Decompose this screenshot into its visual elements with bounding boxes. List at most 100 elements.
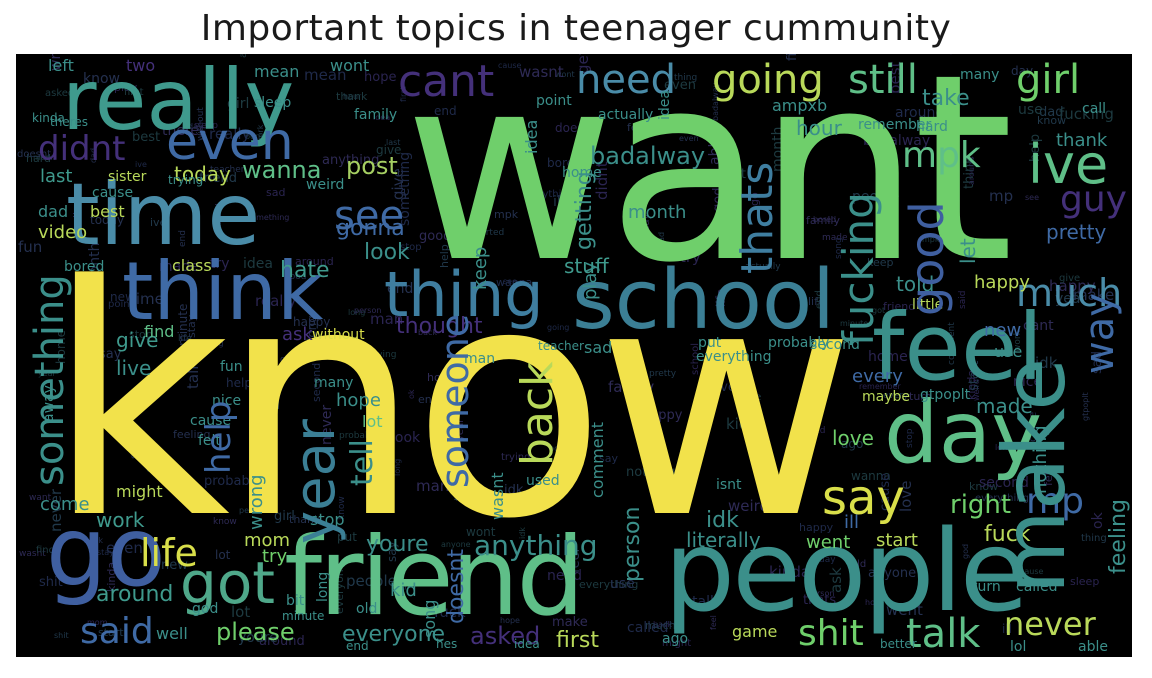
word-family: bored: [64, 259, 105, 275]
word-idk: idk: [706, 508, 739, 533]
word-put: keep: [470, 246, 491, 290]
word-talk: talk: [906, 611, 981, 657]
word-even: even: [166, 112, 294, 172]
word-left: mean: [254, 62, 300, 81]
word-maybe: maybe: [862, 389, 911, 405]
filler-word: lot: [215, 548, 231, 562]
word-away: gtpoplt: [920, 387, 971, 403]
word-hes: able: [1078, 639, 1108, 655]
word-youre: youre: [366, 532, 429, 557]
filler-word: new: [110, 290, 135, 304]
filler-word: anyone: [441, 540, 471, 549]
filler-word: want: [29, 493, 52, 503]
word-doesnt: doesnt: [444, 549, 469, 624]
word-life: life: [140, 531, 198, 575]
word-wrong: trying: [168, 173, 204, 187]
word-old: isnt: [716, 477, 742, 493]
word-sleep: home: [562, 165, 602, 181]
word-person: person: [620, 506, 645, 582]
filler-word: hour: [343, 92, 362, 101]
filler-word: wont: [555, 70, 575, 79]
filler-word: doesnt: [555, 121, 596, 135]
word-day: day: [884, 383, 1043, 483]
filler-word: second: [295, 346, 324, 355]
filler-word: ill: [553, 194, 565, 210]
filler-word: give: [1059, 273, 1081, 284]
word-much: much: [1016, 271, 1123, 315]
word-say: say: [822, 470, 905, 526]
word-last: last: [40, 166, 73, 187]
word-bored: teacher: [538, 339, 584, 353]
word-still: still: [848, 57, 918, 103]
filler-word: pretty: [649, 369, 677, 379]
filler-word: look: [391, 430, 421, 446]
filler-word: know: [1037, 114, 1067, 127]
word-come: video: [38, 222, 88, 243]
filler-word: minute: [840, 319, 869, 328]
filler-word: new: [161, 558, 188, 573]
word-take: take: [922, 86, 970, 111]
filler-word: weird: [728, 497, 770, 515]
word-thats: thats: [732, 161, 783, 274]
filler-word: happy: [1049, 277, 1096, 295]
word-asked: try: [262, 546, 288, 567]
word-song: used: [526, 473, 560, 489]
word-home: everything: [696, 349, 772, 365]
word-lot: hope: [336, 390, 381, 411]
filler-word: asked: [45, 88, 75, 99]
word-made: made: [976, 394, 1033, 418]
filler-word: every: [883, 391, 909, 401]
word-cant: cant: [398, 56, 495, 107]
filler-word: trying: [501, 452, 531, 463]
filler-word: wasnt: [19, 549, 46, 559]
filler-word: cause: [498, 61, 522, 70]
filler-word: even: [679, 134, 699, 143]
filler-word: play: [114, 81, 138, 94]
filler-word: thing: [1081, 533, 1107, 544]
word-feel: feel: [872, 294, 1044, 401]
filler-word: mp: [989, 187, 1014, 205]
filler-word: even: [664, 78, 696, 93]
word-shit: shit: [798, 613, 864, 654]
filler-word: wasnt: [519, 63, 564, 81]
word-good: good: [900, 201, 954, 316]
filler-word: called: [627, 620, 669, 636]
filler-word: really: [209, 125, 251, 143]
filler-word: friend: [199, 171, 238, 186]
word-tell: tell: [345, 439, 380, 486]
word-remember: away: [41, 385, 57, 422]
word-going: going: [712, 57, 824, 103]
filler-word: happy: [799, 521, 834, 534]
filler-word: hope: [500, 616, 520, 625]
word-didnt: didnt: [38, 129, 126, 169]
filler-word: call: [280, 355, 296, 365]
filler-word: everything: [975, 493, 1029, 504]
filler-word: know: [213, 517, 237, 527]
filler-word: fuck: [434, 603, 466, 621]
filler-word: back: [418, 328, 438, 337]
filler-word: person: [807, 589, 835, 598]
filler-word: good: [419, 229, 452, 244]
filler-word: wont: [466, 525, 496, 539]
filler-word: start: [98, 626, 124, 639]
filler-word: really: [255, 292, 297, 310]
filler-word: around: [895, 105, 945, 121]
word-see: see: [334, 193, 405, 239]
word-said: said: [80, 611, 154, 652]
filler-word: left: [995, 443, 1008, 452]
word-pretty: pretty: [1046, 220, 1107, 244]
filler-word: cause: [1020, 567, 1044, 576]
filler-word: make: [552, 615, 588, 630]
word-think: think: [122, 245, 324, 338]
word-need: need: [576, 57, 676, 103]
filler-word: sleep: [1070, 575, 1100, 588]
filler-word: fun: [18, 238, 43, 256]
filler-word: around: [295, 255, 334, 268]
filler-word: back: [653, 620, 673, 629]
filler-word: day: [188, 122, 203, 131]
filler-word: fucking: [1059, 105, 1114, 123]
filler-word: thats: [803, 593, 837, 608]
filler-word: end: [434, 104, 457, 118]
word-mom: mom: [244, 530, 291, 551]
word-back: back: [512, 361, 563, 466]
